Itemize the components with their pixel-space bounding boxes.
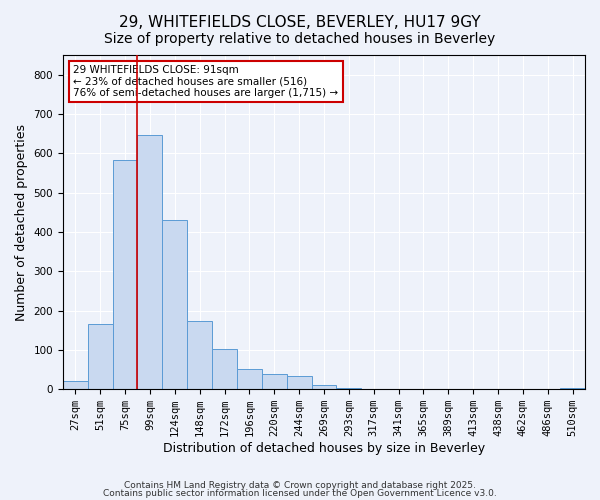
Bar xyxy=(237,369,262,389)
Bar xyxy=(163,220,187,389)
Text: Contains HM Land Registry data © Crown copyright and database right 2025.: Contains HM Land Registry data © Crown c… xyxy=(124,480,476,490)
Text: 29, WHITEFIELDS CLOSE, BEVERLEY, HU17 9GY: 29, WHITEFIELDS CLOSE, BEVERLEY, HU17 9G… xyxy=(119,15,481,30)
Text: Contains public sector information licensed under the Open Government Licence v3: Contains public sector information licen… xyxy=(103,489,497,498)
Bar xyxy=(287,376,311,389)
Bar xyxy=(137,135,163,389)
Text: Size of property relative to detached houses in Beverley: Size of property relative to detached ho… xyxy=(104,32,496,46)
Bar xyxy=(212,348,237,389)
Bar xyxy=(560,388,585,389)
Bar xyxy=(262,374,287,389)
Bar xyxy=(187,321,212,389)
Bar xyxy=(113,160,137,389)
Text: 29 WHITEFIELDS CLOSE: 91sqm
← 23% of detached houses are smaller (516)
76% of se: 29 WHITEFIELDS CLOSE: 91sqm ← 23% of det… xyxy=(73,65,338,98)
Bar xyxy=(63,382,88,389)
Bar xyxy=(311,385,337,389)
Y-axis label: Number of detached properties: Number of detached properties xyxy=(15,124,28,320)
Bar xyxy=(88,324,113,389)
Bar xyxy=(337,388,361,389)
X-axis label: Distribution of detached houses by size in Beverley: Distribution of detached houses by size … xyxy=(163,442,485,455)
